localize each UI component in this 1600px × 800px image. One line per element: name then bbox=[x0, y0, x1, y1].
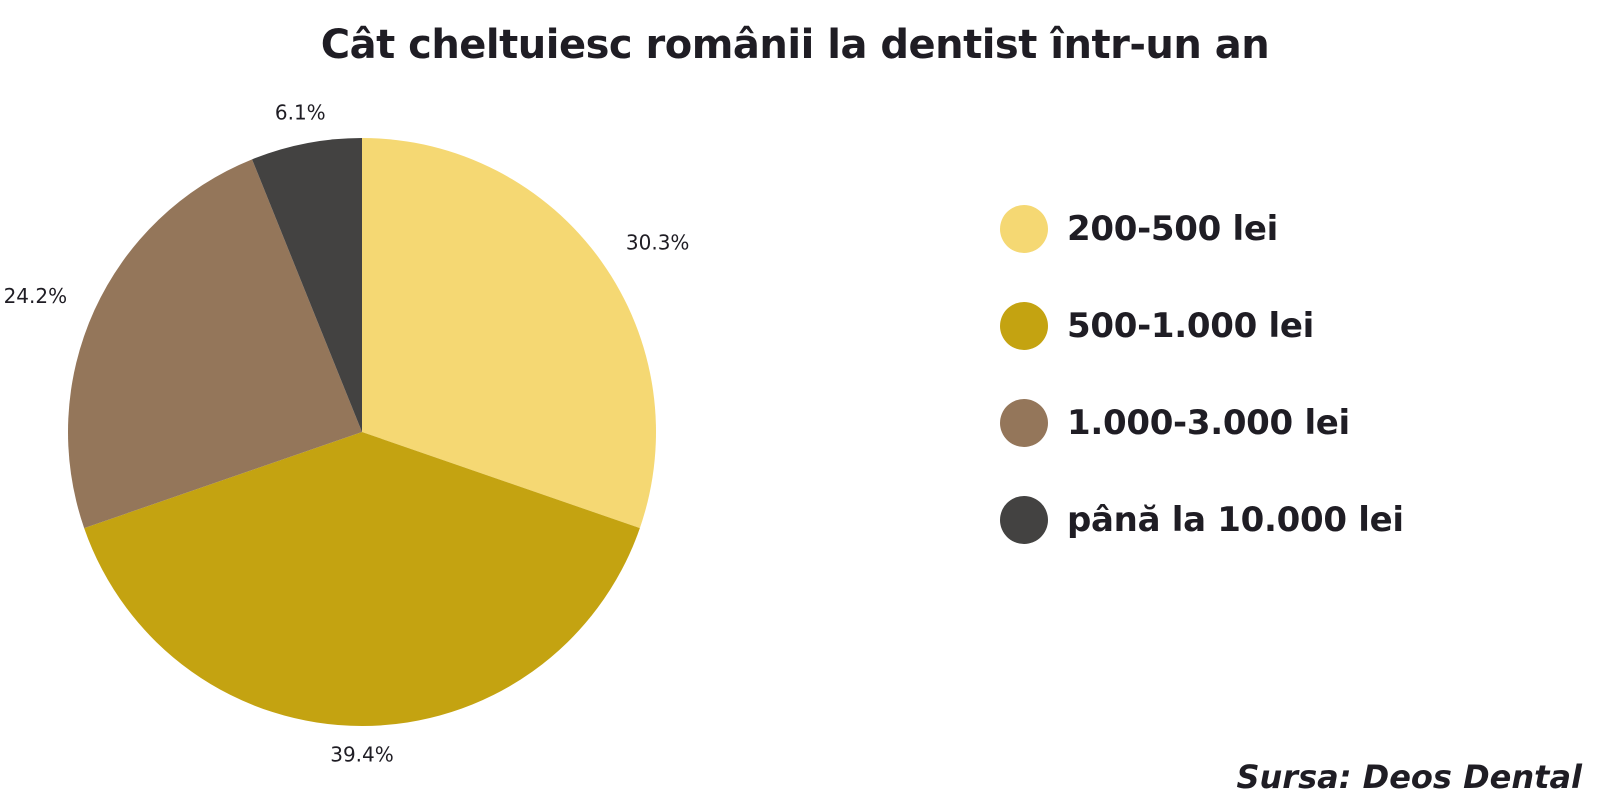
pie-slices bbox=[67, 138, 656, 727]
legend-label: 200-500 lei bbox=[1067, 209, 1278, 249]
legend-label: 500-1.000 lei bbox=[1067, 306, 1314, 346]
pie-chart: 30.3% 39.4% 24.2% 6.1% bbox=[4, 100, 690, 766]
pie-slice bbox=[84, 432, 640, 727]
pie-value-label: 39.4% bbox=[330, 743, 394, 767]
pie-labels: 30.3% 39.4% 24.2% 6.1% bbox=[4, 100, 690, 766]
legend-item: 200-500 lei bbox=[1000, 205, 1404, 253]
source-note: Sursa: Deos Dental bbox=[1236, 758, 1582, 796]
pie-value-label: 30.3% bbox=[626, 231, 690, 255]
legend-swatch bbox=[1000, 496, 1048, 544]
legend: 200-500 lei 500-1.000 lei 1.000-3.000 le… bbox=[1000, 205, 1404, 593]
legend-item: 500-1.000 lei bbox=[1000, 302, 1404, 350]
legend-label: până la 10.000 lei bbox=[1067, 500, 1404, 540]
legend-swatch bbox=[1000, 399, 1048, 447]
legend-item: până la 10.000 lei bbox=[1000, 496, 1404, 544]
pie-value-label: 6.1% bbox=[275, 100, 326, 124]
legend-label: 1.000-3.000 lei bbox=[1067, 403, 1350, 443]
legend-swatch bbox=[1000, 302, 1048, 350]
legend-swatch bbox=[1000, 205, 1048, 253]
chart-title: Cât cheltuiesc românii la dentist într-u… bbox=[320, 22, 1270, 68]
pie-slice bbox=[67, 159, 362, 529]
pie-value-label: 24.2% bbox=[4, 284, 68, 308]
pie-slice bbox=[362, 138, 656, 529]
legend-item: 1.000-3.000 lei bbox=[1000, 399, 1404, 447]
pie-slice bbox=[252, 138, 362, 432]
